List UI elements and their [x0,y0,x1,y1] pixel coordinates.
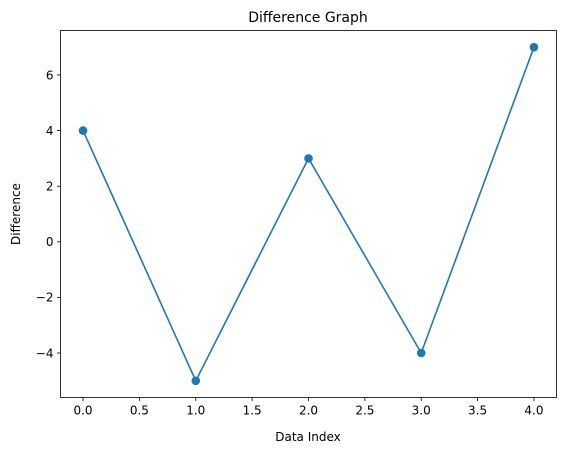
y-tick-label: 0 [46,235,54,249]
series-layer [78,42,539,386]
x-tick-label: 2.5 [355,404,374,418]
data-point [529,42,539,52]
data-point [191,376,201,386]
x-tick-label: 0.0 [73,404,92,418]
data-point [304,154,313,163]
x-tick-label: 0.5 [130,404,149,418]
axes-frame [60,30,557,398]
data-point [416,348,426,358]
x-tick-label: 3.0 [412,404,431,418]
x-tick-label: 3.5 [468,404,487,418]
x-tick-label: 1.5 [243,404,262,418]
x-axis-label: Data Index [275,430,341,444]
y-tick-label: 2 [46,179,54,193]
plot-area: 0.0 0.5 1.0 1.5 2.0 2.5 3.0 3.5 4.0 −4 −2 0 2 4 6 [36,30,557,418]
x-tick-label: 4.0 [524,404,543,418]
y-axis-label: Difference [9,183,23,245]
y-tick-label: 6 [46,68,54,82]
chart-title: Difference Graph [248,10,368,26]
y-tick-label: −4 [36,346,54,360]
x-tick-label: 1.0 [186,404,205,418]
y-axis-ticks: −4 −2 0 2 4 6 [36,68,61,360]
x-tick-label: 2.0 [299,404,318,418]
y-tick-label: −2 [36,291,54,305]
data-point [78,126,88,135]
series-line [82,46,535,382]
x-axis-ticks: 0.0 0.5 1.0 1.5 2.0 2.5 3.0 3.5 4.0 [73,397,544,418]
y-tick-label: 4 [46,124,54,138]
